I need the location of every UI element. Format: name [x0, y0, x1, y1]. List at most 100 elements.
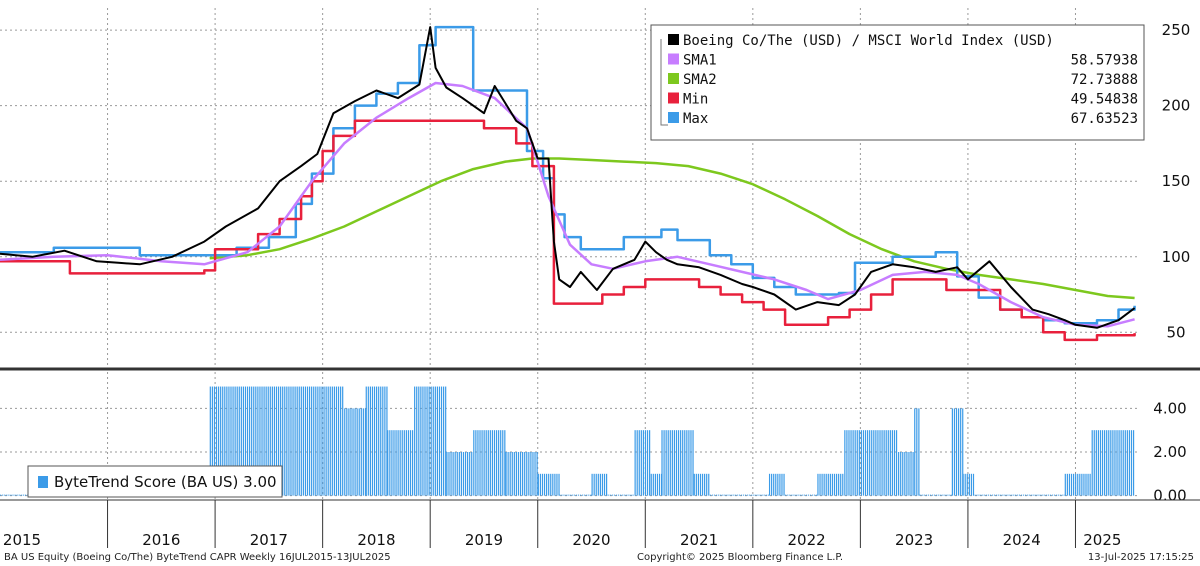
score-bar	[253, 386, 255, 496]
score-bar	[517, 452, 520, 496]
score-bar	[989, 494, 992, 496]
score-bar	[658, 473, 661, 496]
score-bar	[445, 386, 447, 496]
score-bar	[6, 494, 8, 496]
score-bar	[950, 494, 952, 496]
score-bar	[1112, 430, 1114, 496]
score-bar	[663, 430, 665, 496]
score-bar	[856, 430, 858, 496]
score-bar	[744, 494, 747, 496]
score-bar	[814, 494, 816, 496]
score-bar	[267, 386, 269, 496]
axes: 250 200 150 100 50 4.00 2.00 0.00 2015 2016 2017 20…	[0, 21, 1200, 549]
score-bar	[938, 494, 940, 496]
score-bar	[603, 473, 606, 496]
score-bar	[1077, 473, 1079, 496]
score-bar	[269, 386, 271, 496]
score-bar	[699, 473, 702, 496]
score-bar	[968, 473, 970, 496]
score-bar	[477, 430, 479, 496]
score-bar	[528, 452, 530, 496]
score-bar	[213, 386, 216, 496]
y-tick-label: 200	[1162, 97, 1191, 115]
score-bar	[481, 430, 483, 496]
score-bar	[811, 494, 814, 496]
score-bar	[302, 386, 304, 496]
score-bar	[4, 494, 6, 496]
score-bar	[14, 494, 16, 496]
score-bar	[819, 473, 821, 496]
score-bar	[319, 386, 321, 496]
score-bar	[358, 408, 360, 496]
score-bar	[335, 386, 338, 496]
score-bar	[1108, 430, 1110, 496]
score-bar	[475, 430, 477, 496]
score-bar	[803, 494, 805, 496]
score-bar	[809, 494, 812, 496]
score-bar	[667, 430, 669, 496]
score-bar	[1039, 494, 1041, 496]
score-bar	[1064, 473, 1066, 496]
score-bar	[524, 452, 526, 496]
score-bar	[991, 494, 994, 496]
score-bar	[781, 473, 783, 496]
score-bar	[238, 386, 240, 496]
score-bar	[850, 430, 852, 496]
score-bar	[485, 430, 487, 496]
score-bar	[308, 386, 311, 496]
score-bar	[286, 386, 288, 496]
score-bar	[407, 430, 410, 496]
score-bar	[450, 452, 452, 496]
score-bar	[726, 494, 728, 496]
score-bar	[1000, 494, 1002, 496]
score-bar	[458, 452, 460, 496]
score-bar	[877, 430, 879, 496]
legend-swatch	[668, 112, 679, 123]
score-bar	[420, 386, 422, 496]
score-bar	[215, 386, 218, 496]
score-bar	[925, 494, 927, 496]
score-bar	[873, 430, 875, 496]
score-legend-swatch	[38, 476, 48, 488]
score-bar	[620, 494, 622, 496]
score-bar	[675, 430, 678, 496]
score-bar	[638, 430, 640, 496]
score-bar	[220, 386, 222, 496]
score-bar	[895, 430, 898, 496]
score-bar	[340, 386, 342, 496]
score-bar	[552, 473, 554, 496]
series-line-boeing-co-the-usd-msci-world-index-usd-	[0, 26, 1136, 329]
score-bar	[722, 494, 724, 496]
legend-value: 49.54838	[1071, 92, 1138, 108]
score-bar	[680, 430, 682, 496]
score-bar	[1085, 473, 1087, 496]
score-bar	[827, 473, 829, 496]
score-bar	[211, 386, 213, 496]
score-bar	[701, 473, 704, 496]
score-bar	[352, 408, 354, 496]
score-bar	[500, 430, 502, 496]
score-bar	[354, 408, 356, 496]
score-bar	[993, 494, 996, 496]
score-bar	[821, 473, 823, 496]
score-bar	[711, 494, 714, 496]
score-bar	[348, 408, 350, 496]
year-label: 2016	[142, 531, 180, 549]
score-bar	[246, 386, 249, 496]
score-bar	[1128, 430, 1131, 496]
score-bar	[271, 386, 273, 496]
score-bar	[590, 494, 592, 496]
score-bar	[1047, 494, 1049, 496]
score-bar	[448, 452, 450, 496]
score-bar	[360, 408, 362, 496]
price-lines	[0, 25, 1136, 342]
score-bar	[787, 494, 789, 496]
score-bar	[294, 386, 296, 496]
score-bar	[507, 452, 509, 496]
score-bar	[1122, 430, 1124, 496]
score-bar	[483, 430, 485, 496]
score-bar	[8, 494, 10, 496]
score-bar	[573, 494, 575, 496]
score-bar	[1022, 494, 1025, 496]
